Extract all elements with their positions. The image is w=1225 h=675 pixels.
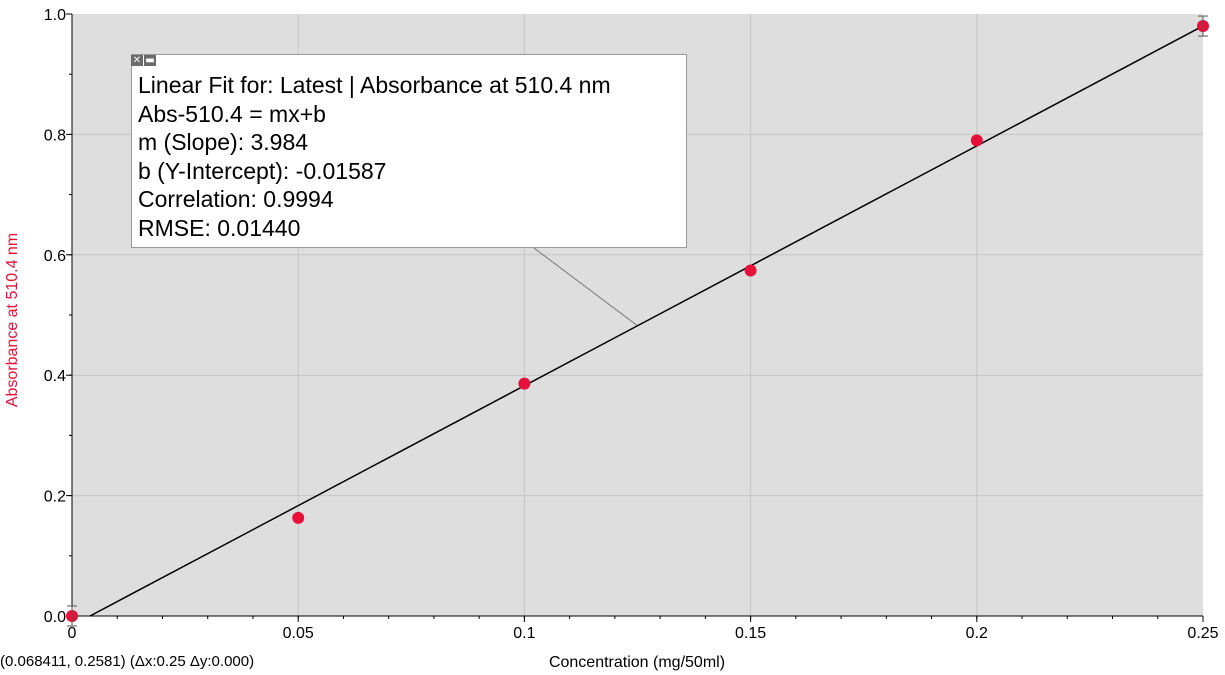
fit-box-rmse: RMSE: 0.01440 — [138, 214, 301, 241]
x-tick-label: 0.1 — [513, 625, 535, 642]
x-tick-labels: 0 0.05 0.1 0.15 0.2 0.25 — [68, 625, 1219, 642]
fit-box-correlation: Correlation: 0.9994 — [138, 186, 334, 212]
y-axis-title: Absorbance at 510.4 nm — [4, 233, 21, 407]
data-point[interactable] — [518, 377, 531, 390]
linear-fit-box[interactable]: Linear Fit for: Latest | Absorbance at 5… — [131, 54, 687, 248]
fit-box-title: Linear Fit for: Latest | Absorbance at 5… — [138, 72, 611, 98]
x-tick-label: 0.05 — [283, 625, 314, 642]
y-tick-label: 1.0 — [44, 7, 66, 24]
cursor-readout: (0.068411, 0.2581) (Δx:0.25 Δy:0.000) — [0, 653, 255, 670]
x-tick-label: 0.2 — [966, 625, 988, 642]
data-point[interactable] — [292, 511, 305, 524]
y-tick-label: 0.4 — [44, 368, 66, 385]
y-tick-label: 0.6 — [44, 248, 66, 265]
fit-line — [89, 25, 1204, 617]
minimize-icon[interactable]: ▬ — [144, 55, 156, 66]
data-point[interactable] — [970, 134, 983, 147]
data-point[interactable] — [744, 264, 757, 277]
y-tick-label: 0.8 — [44, 127, 66, 144]
close-icon[interactable]: ✕ — [131, 55, 143, 66]
y-tick-label: 0.0 — [44, 609, 66, 626]
x-axis-title: Concentration (mg/50ml) — [549, 654, 725, 671]
fit-box-slope: m (Slope): 3.984 — [138, 129, 309, 155]
data-points — [66, 15, 1209, 627]
fit-box-leader-line — [533, 247, 638, 327]
x-tick-label: 0.25 — [1187, 625, 1218, 642]
fit-box-equation: Abs-510.4 = mx+b — [138, 100, 326, 127]
x-tick-label: 0 — [68, 625, 77, 642]
fit-box-controls: ✕ ▬ — [131, 55, 157, 67]
y-tick-labels: 0.0 0.2 0.4 0.6 0.8 1.0 — [44, 7, 66, 626]
fit-box-intercept: b (Y-Intercept): -0.01587 — [138, 157, 387, 184]
x-tick-label: 0.15 — [735, 625, 766, 642]
y-tick-label: 0.2 — [44, 489, 66, 506]
